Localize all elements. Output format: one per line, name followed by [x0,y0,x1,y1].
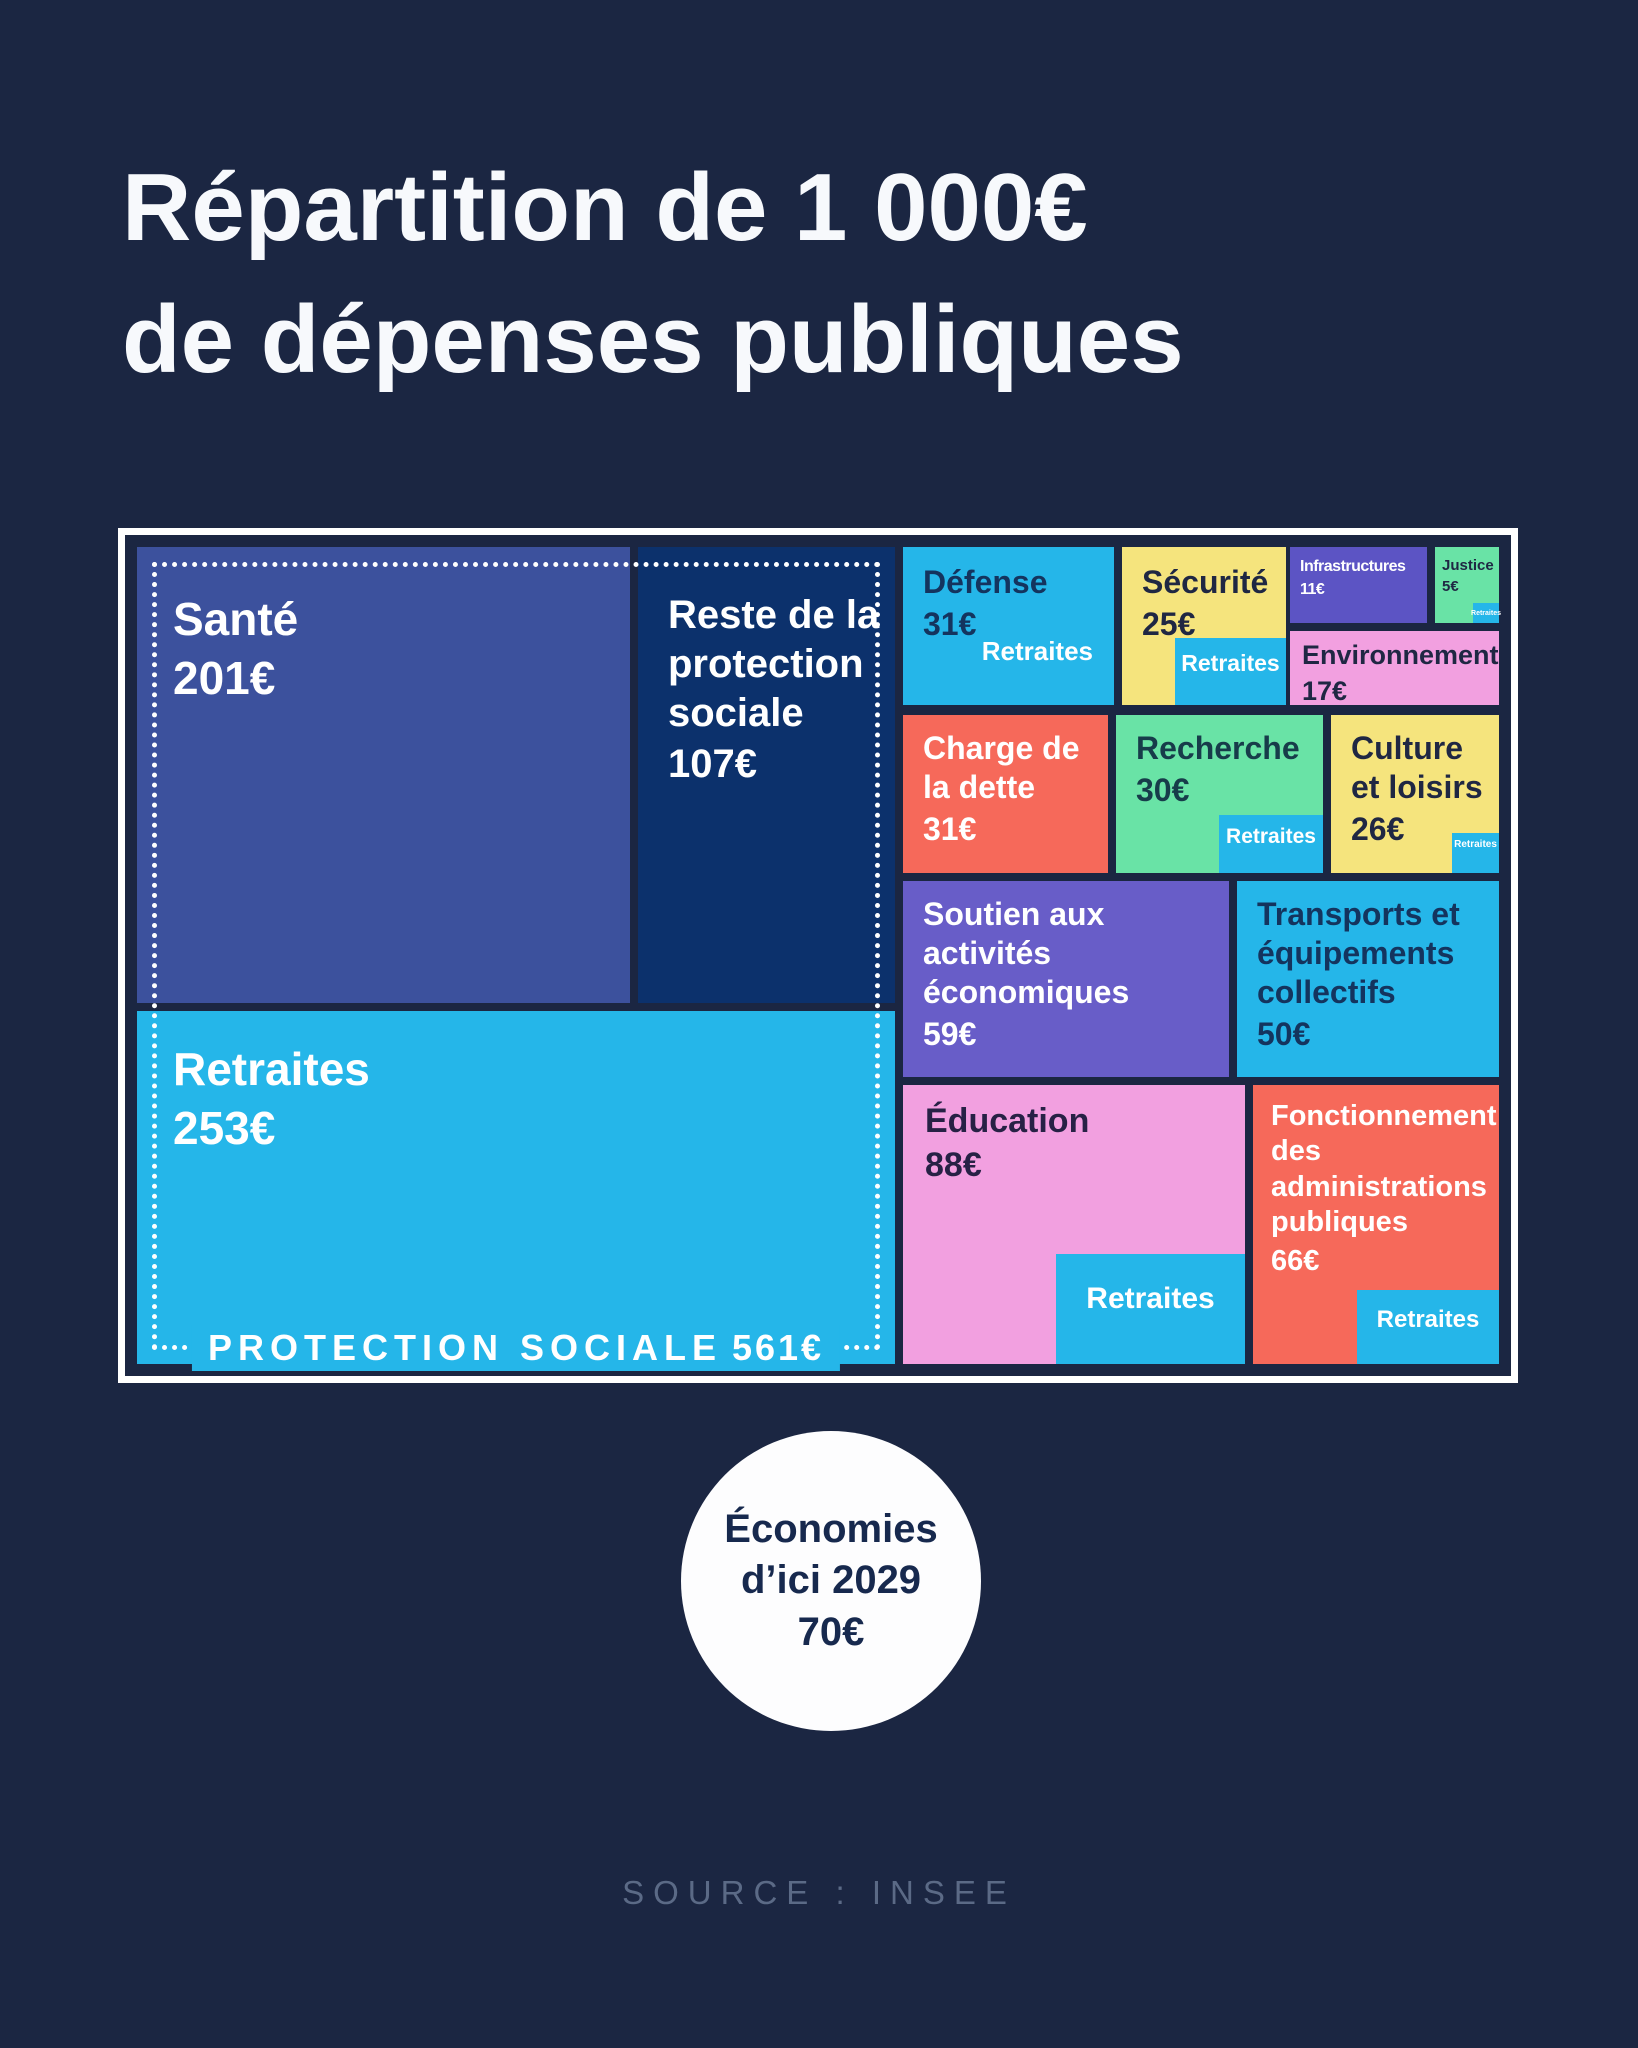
block-value: 31€ [923,606,977,643]
retraites-chip-culture: Retraites [1452,833,1499,873]
block-label: Transports et équipements collectifs [1257,896,1460,1011]
treemap-chart: Santé 201€ Reste de la protection social… [118,528,1518,1383]
block-value: 253€ [173,1102,276,1155]
source-caption: SOURCE : INSEE [622,1874,1016,1911]
savings-badge: Économies d’ici 2029 70€ [681,1431,981,1731]
block-value: 59€ [923,1016,977,1053]
treemap-block-infrastructures: Infrastructures 11€ [1290,547,1427,623]
retraites-chip-fonctionnement: Retraites [1357,1290,1499,1364]
block-value: 26€ [1351,811,1405,848]
block-label: Fonctionnement des administrations publi… [1271,1100,1497,1239]
title-line-1: Répartition de 1 000€ [122,154,1088,261]
badge-line-1: Économies [724,1507,938,1552]
block-label: Retraites [173,1043,370,1095]
treemap-block-charge-de-la-dette: Charge de la dette 31€ [903,715,1108,873]
retraites-chip-defense: Retraites [981,635,1093,666]
block-value: 107€ [668,742,757,787]
treemap-block-soutien-activites-economiques: Soutien aux activités économiques 59€ [903,881,1229,1077]
badge-line-2: d’ici 2029 [740,1558,922,1603]
title-line-2: de dépenses publiques [122,285,1184,393]
block-value: 25€ [1142,606,1196,643]
treemap-block-transports-equipements: Transports et équipements collectifs 50€ [1237,881,1499,1077]
block-value: 50€ [1257,1016,1311,1053]
retraites-chip-justice: Retraites [1471,603,1501,623]
treemap-block-sante: Santé 201€ [137,547,630,1003]
page-title: Répartition de 1 000€ de dépenses publiq… [122,142,1184,405]
retraites-chip-securite: Retraites [1175,638,1286,705]
block-label: Recherche [1136,730,1300,766]
block-value: 17€ [1302,675,1348,706]
block-value: 66€ [1271,1244,1320,1277]
block-value: 201€ [173,652,276,705]
treemap-block-reste-protection-sociale: Reste de la protection sociale 107€ [638,547,895,1003]
treemap-block-defense: Défense 31€ [903,547,1114,705]
retraites-chip-recherche: Retraites [1219,815,1323,873]
block-label: Défense [923,564,1048,600]
block-value: 5€ [1442,578,1459,596]
block-value: 88€ [925,1146,982,1185]
block-label: Éducation [925,1102,1090,1140]
block-label: Santé [173,593,299,645]
block-value: 11€ [1300,580,1325,598]
block-label: Charge de la dette [923,730,1080,806]
retraites-chip-education: Retraites [1056,1254,1245,1364]
block-value: 31€ [923,811,977,848]
block-value: 30€ [1136,772,1190,809]
block-label: Infrastructures [1300,558,1406,575]
block-label: Sécurité [1142,564,1269,600]
badge-value: 70€ [797,1609,865,1654]
block-label: Culture et loisirs [1351,730,1483,806]
block-label: Reste de la protection sociale [668,593,880,735]
block-label: Environnement [1302,640,1499,670]
treemap-block-environnement: Environnement 17€ [1290,631,1499,706]
block-label: Justice [1442,557,1494,574]
treemap-block-retraites: Retraites 253€ [137,1011,895,1364]
block-label: Soutien aux activités économiques [923,896,1130,1011]
